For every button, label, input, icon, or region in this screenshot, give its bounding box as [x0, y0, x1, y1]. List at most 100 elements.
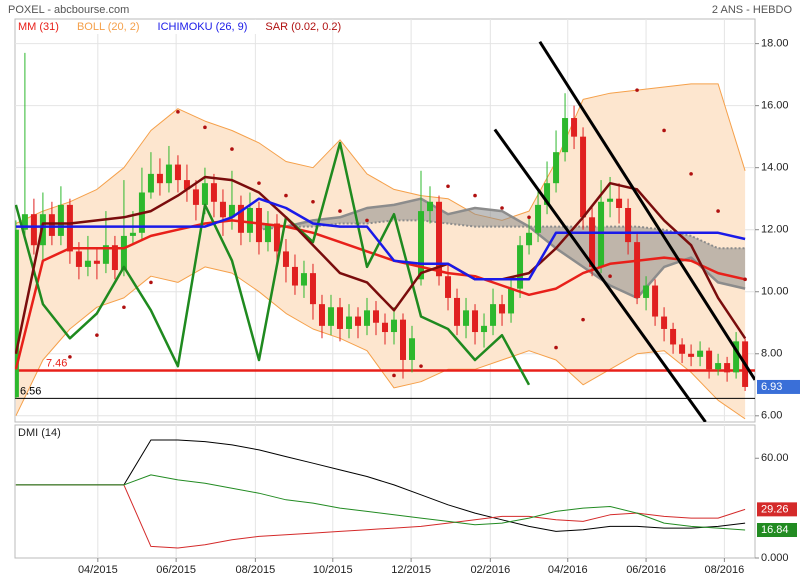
sar-dot	[95, 333, 99, 337]
candle-body	[129, 232, 136, 236]
y-tick-label: 60.00	[761, 452, 789, 464]
dmi-title: DMI (14)	[18, 427, 61, 439]
candle-body	[643, 285, 650, 298]
moving-average	[15, 219, 746, 370]
y-tick-label: 12.00	[761, 224, 789, 236]
y-tick-label: 8.00	[761, 348, 782, 360]
dmi-frame	[14, 424, 756, 559]
candle-body	[282, 251, 289, 267]
candle-body	[427, 201, 434, 212]
y-tick-label: 18.00	[761, 38, 789, 50]
candle-body	[454, 297, 461, 326]
candle-body	[499, 304, 506, 314]
candle-body	[93, 260, 100, 264]
candle-body	[219, 201, 226, 218]
candle-body	[562, 118, 569, 153]
candle-body	[84, 260, 91, 267]
x-tick-label: 04/2015	[78, 564, 118, 576]
candle-body	[670, 328, 677, 345]
trendline	[493, 128, 707, 422]
candle-body	[508, 288, 515, 314]
candle-body	[210, 183, 217, 202]
price-plot	[15, 19, 755, 422]
candle-body	[201, 183, 208, 205]
sar-dot	[230, 147, 234, 151]
ichimoku-cloud	[259, 198, 746, 298]
price-frame	[14, 18, 756, 423]
legend-entry: BOLL (20, 2)	[77, 21, 140, 33]
candle-body	[715, 363, 722, 370]
sar-dot	[149, 280, 153, 285]
trendline	[538, 40, 755, 381]
candle-body	[391, 319, 398, 333]
last-value-box	[757, 502, 797, 517]
x-tick-label: 08/2015	[235, 564, 275, 576]
sar-dot	[392, 373, 396, 378]
candle-body	[15, 229, 19, 398]
candle-body	[382, 322, 388, 333]
candle-body	[111, 245, 118, 271]
last-price-box	[757, 379, 800, 394]
x-tick-label: 06/2016	[626, 564, 666, 576]
candle-body	[445, 276, 452, 298]
candle-body	[553, 152, 560, 184]
tenkan	[15, 175, 747, 355]
sar-dot	[311, 199, 315, 204]
candle-body	[580, 136, 587, 218]
x-tick-label: 12/2015	[391, 564, 431, 576]
sar-dot	[68, 355, 72, 359]
sar-dot	[446, 184, 450, 189]
candle-body	[21, 214, 28, 230]
x-tick-label: 08/2016	[705, 564, 745, 576]
candle-body	[120, 235, 127, 271]
candle-body	[372, 310, 379, 323]
candle-body	[165, 164, 172, 184]
y-tick-label: 6.00	[761, 410, 782, 422]
kijun	[15, 197, 746, 281]
sar-dot	[473, 193, 477, 198]
candle-body	[634, 242, 641, 298]
legend-entry: SAR (0.02, 0.2)	[265, 21, 341, 33]
sar-dot	[554, 345, 558, 350]
bollinger-upper	[15, 83, 746, 224]
candle-body	[318, 304, 325, 326]
candle-body	[544, 183, 551, 205]
candle-body	[733, 341, 740, 373]
candle-body	[463, 310, 470, 326]
dmi-line	[15, 484, 746, 549]
candle-body	[147, 173, 154, 193]
y-tick-label: 10.00	[761, 286, 789, 298]
candle-body	[75, 251, 82, 267]
last-value-label: 16.84	[761, 524, 789, 536]
period: 2 ANS - HEBDO	[712, 4, 793, 16]
sar-dot	[365, 218, 369, 223]
candle-body	[327, 307, 334, 326]
candle-body	[57, 204, 64, 236]
sar-dot	[689, 172, 693, 176]
candle-body	[724, 363, 731, 373]
sar-dot	[284, 193, 288, 198]
candle-body	[255, 207, 262, 243]
candle-body	[481, 325, 488, 333]
candle-body	[102, 245, 109, 264]
candle-body	[300, 273, 307, 286]
sar-dot	[635, 88, 639, 92]
last-value-label: 29.26	[761, 503, 789, 515]
dmi-line	[15, 474, 746, 531]
last-price-label: 6.93	[761, 381, 782, 393]
sar-dot	[608, 274, 612, 279]
candle-body	[409, 338, 416, 360]
source: POXEL - abcbourse.com	[8, 4, 129, 16]
candle-body	[535, 204, 542, 233]
sar-dot	[527, 215, 531, 220]
sar-dot	[257, 181, 261, 185]
candle-body	[273, 223, 280, 252]
candle-body	[472, 310, 479, 333]
y-tick-label: 16.00	[761, 100, 789, 112]
candle-body	[517, 245, 524, 289]
sar-dot	[203, 125, 207, 130]
candle-body	[607, 198, 614, 202]
